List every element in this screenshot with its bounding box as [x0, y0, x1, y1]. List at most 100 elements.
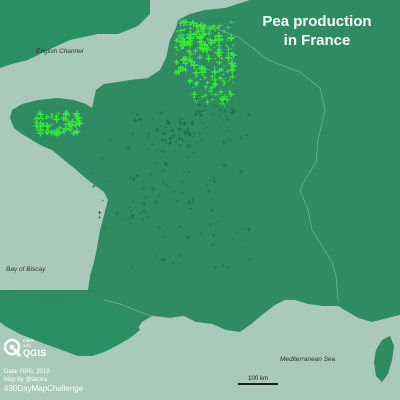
production-mark	[196, 38, 204, 46]
production-mark	[222, 94, 228, 100]
production-mark	[182, 67, 188, 73]
production-mark	[225, 55, 228, 57]
production-mark	[193, 53, 195, 55]
production-mark	[224, 54, 233, 62]
production-mark	[223, 64, 226, 67]
credit-data-source: Data: RPG, 2019	[4, 369, 50, 375]
production-mark	[64, 120, 72, 128]
production-mark	[200, 27, 206, 33]
production-mark	[161, 169, 165, 172]
production-mark	[225, 115, 227, 118]
production-mark	[201, 109, 204, 112]
production-mark	[221, 215, 224, 218]
production-mark	[36, 126, 40, 129]
production-mark	[201, 188, 203, 190]
production-mark	[225, 44, 227, 46]
production-mark	[197, 54, 203, 61]
production-mark	[164, 126, 167, 129]
production-mark	[44, 129, 51, 136]
production-mark	[232, 109, 237, 113]
production-mark	[156, 162, 158, 164]
production-mark	[193, 132, 196, 134]
production-mark	[176, 200, 179, 203]
production-mark	[191, 202, 194, 204]
production-mark	[210, 208, 214, 213]
production-mark	[166, 120, 171, 125]
production-mark	[130, 215, 134, 219]
production-mark	[164, 138, 167, 142]
production-mark	[230, 100, 233, 103]
production-mark	[216, 93, 220, 97]
production-mark	[175, 53, 178, 56]
production-mark	[142, 201, 147, 206]
production-mark	[217, 60, 222, 65]
production-mark	[232, 55, 235, 58]
production-mark	[207, 37, 213, 43]
production-mark	[179, 31, 183, 35]
production-mark	[189, 120, 195, 126]
production-mark	[218, 96, 224, 102]
production-mark	[213, 57, 216, 60]
production-mark	[247, 113, 252, 117]
production-mark	[187, 131, 191, 135]
production-mark	[225, 45, 229, 48]
production-mark	[188, 41, 190, 43]
production-mark	[212, 113, 215, 116]
production-mark	[181, 117, 184, 121]
production-mark	[197, 65, 203, 72]
production-mark	[213, 92, 218, 97]
production-mark	[48, 116, 50, 119]
production-mark	[128, 206, 131, 209]
production-mark	[58, 130, 63, 135]
production-mark	[194, 22, 196, 25]
production-mark	[206, 30, 212, 36]
production-mark	[230, 107, 234, 111]
production-mark	[181, 192, 184, 195]
production-mark	[126, 146, 131, 151]
production-mark	[50, 113, 54, 117]
production-mark	[158, 193, 161, 197]
production-mark	[151, 118, 154, 121]
production-mark	[202, 75, 208, 80]
production-mark	[232, 81, 235, 84]
production-mark	[231, 43, 235, 47]
production-mark	[40, 127, 44, 132]
production-mark	[203, 93, 208, 98]
production-mark	[160, 138, 165, 142]
production-mark	[208, 68, 210, 71]
production-mark	[129, 176, 132, 179]
production-mark	[142, 209, 146, 213]
spain-landmass	[0, 290, 140, 356]
production-mark	[198, 114, 202, 118]
production-mark	[213, 180, 217, 184]
production-mark	[179, 24, 183, 27]
map-title-line1: Pea production	[262, 13, 372, 30]
production-mark	[49, 115, 54, 119]
production-marks	[33, 18, 252, 270]
production-mark	[228, 59, 236, 68]
production-mark	[207, 39, 215, 47]
production-mark	[202, 42, 208, 48]
production-mark	[222, 264, 225, 267]
production-mark	[206, 126, 208, 128]
corsica-island	[374, 336, 394, 382]
production-mark	[222, 119, 225, 121]
production-mark	[183, 130, 187, 134]
production-mark	[174, 60, 180, 65]
production-mark	[138, 117, 142, 122]
production-mark	[222, 80, 227, 86]
production-mark	[227, 79, 230, 82]
production-mark	[193, 96, 196, 99]
production-mark	[218, 108, 223, 112]
production-mark	[159, 111, 164, 115]
production-mark	[69, 129, 72, 132]
production-mark	[211, 68, 219, 76]
production-mark	[179, 128, 182, 131]
production-mark	[210, 49, 213, 51]
production-mark	[179, 56, 187, 64]
production-mark	[166, 121, 171, 126]
production-mark	[40, 116, 45, 121]
production-mark	[37, 120, 44, 127]
production-mark	[181, 180, 184, 184]
